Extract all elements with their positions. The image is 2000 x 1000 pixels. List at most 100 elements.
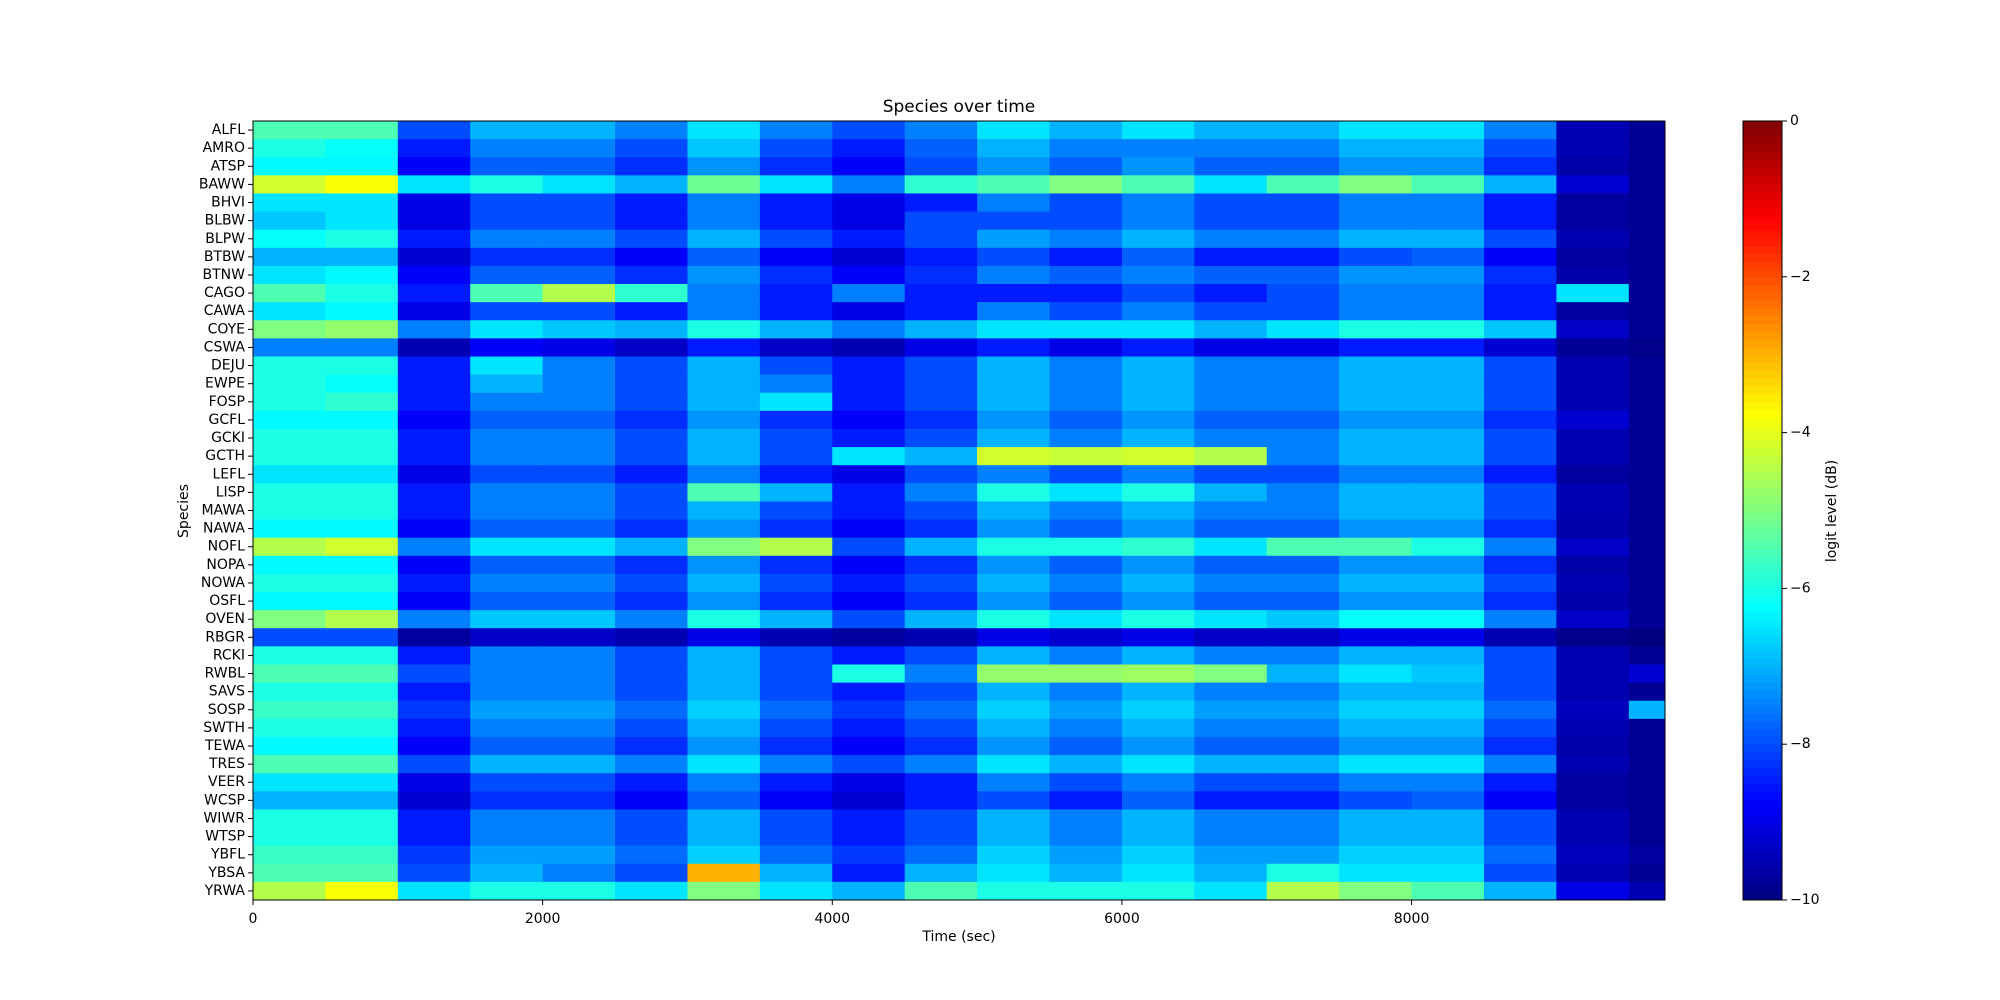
colorbar-segment (1743, 596, 1782, 605)
heatmap-cell (759, 374, 833, 394)
heatmap-cell (542, 193, 616, 213)
heatmap-cell (1411, 773, 1485, 792)
heatmap-cell (1339, 265, 1413, 285)
heatmap-cell (397, 646, 471, 665)
colorbar-segment (1743, 884, 1782, 893)
y-tick-label: EWPE (205, 376, 245, 392)
heatmap-cell (1121, 247, 1195, 267)
heatmap-cell (1411, 555, 1485, 575)
colorbar-segment (1743, 728, 1782, 737)
heatmap-cell (759, 682, 833, 702)
heatmap-cell (1483, 664, 1557, 684)
heatmap-cell (253, 537, 326, 557)
heatmap-cell (470, 845, 544, 865)
heatmap-cell (470, 284, 544, 303)
heatmap-cell (1411, 320, 1485, 339)
heatmap-cell (1556, 809, 1630, 829)
heatmap-cell (1339, 428, 1413, 448)
heatmap-cell (977, 284, 1051, 303)
heatmap-cell (1049, 881, 1123, 901)
heatmap-cell (397, 827, 471, 847)
heatmap-cell (397, 356, 471, 376)
heatmap-cell (832, 845, 906, 865)
heatmap-cell (977, 483, 1051, 502)
heatmap-cell (1339, 284, 1413, 303)
heatmap-cell (1411, 229, 1485, 249)
heatmap-cell (1556, 320, 1630, 339)
heatmap-cell (1556, 736, 1630, 756)
heatmap-cell (1556, 555, 1630, 575)
heatmap-cell (1121, 392, 1195, 412)
colorbar-segment (1743, 191, 1782, 200)
heatmap-cell (615, 392, 688, 412)
heatmap-cell (253, 410, 326, 430)
heatmap-cell (325, 465, 399, 484)
heatmap-cell (904, 374, 978, 394)
colorbar-segment (1743, 806, 1782, 815)
heatmap-cell (904, 320, 978, 339)
heatmap-cell (904, 573, 978, 593)
heatmap-cell (615, 573, 688, 593)
heatmap-cell (542, 791, 616, 810)
heatmap-cell (615, 139, 688, 158)
heatmap-cell (1266, 338, 1340, 358)
heatmap-cell (832, 483, 906, 502)
heatmap-cell (977, 465, 1051, 484)
heatmap-cell (1483, 682, 1557, 702)
heatmap-cell (1483, 519, 1557, 539)
y-tick-label: FOSP (209, 394, 245, 410)
heatmap-cell (325, 175, 399, 194)
heatmap-cell (832, 863, 906, 883)
heatmap-cell (977, 682, 1051, 702)
heatmap-cell (397, 537, 471, 557)
heatmap-cell (687, 338, 761, 358)
heatmap-cell (1194, 555, 1268, 575)
heatmap-cell (470, 682, 544, 702)
heatmap-cell (325, 320, 399, 339)
heatmap-cell (832, 881, 906, 901)
heatmap-cell (977, 519, 1051, 539)
heatmap-cell (1628, 773, 1666, 792)
heatmap-cell (1339, 700, 1413, 720)
x-tick-label: 8000 (1394, 911, 1430, 927)
heatmap-cell (904, 827, 978, 847)
heatmap-cell (1483, 628, 1557, 647)
heatmap-cell (687, 718, 761, 738)
colorbar-segment (1743, 868, 1782, 878)
heatmap-cell (977, 428, 1051, 448)
heatmap-cell (1339, 646, 1413, 665)
heatmap-cell (253, 229, 326, 249)
heatmap-cell (977, 157, 1051, 176)
heatmap-cell (1556, 175, 1630, 194)
heatmap-cell (1556, 628, 1630, 647)
heatmap-cell (542, 537, 616, 557)
heatmap-cell (325, 755, 399, 774)
y-tick-label: RWBL (205, 666, 246, 682)
heatmap-cell (542, 682, 616, 702)
y-tick-label: BLBW (205, 213, 246, 229)
colorbar-segment (1743, 323, 1782, 332)
heatmap-cell (1266, 265, 1340, 285)
heatmap-cell (904, 265, 978, 285)
heatmap-cell (1049, 682, 1123, 702)
heatmap-cell (397, 338, 471, 358)
heatmap-cell (470, 881, 544, 901)
heatmap-cell (615, 121, 688, 140)
heatmap-cell (1339, 592, 1413, 611)
heatmap-cell (1556, 483, 1630, 502)
y-tick-label: GCTH (205, 448, 245, 464)
heatmap-cell (1411, 193, 1485, 213)
colorbar-segment (1743, 214, 1782, 223)
heatmap-cell (1266, 610, 1340, 629)
heatmap-cell (542, 610, 616, 629)
heatmap-cell (1483, 809, 1557, 829)
heatmap-cell (1339, 773, 1413, 792)
heatmap-cell (397, 284, 471, 303)
heatmap-cell (977, 809, 1051, 829)
heatmap-cell (470, 628, 544, 647)
colorbar-segment (1743, 549, 1782, 558)
colorbar-segment (1743, 845, 1782, 854)
heatmap-cell (615, 646, 688, 665)
heatmap-cell (904, 247, 978, 267)
heatmap-cell (1339, 356, 1413, 376)
